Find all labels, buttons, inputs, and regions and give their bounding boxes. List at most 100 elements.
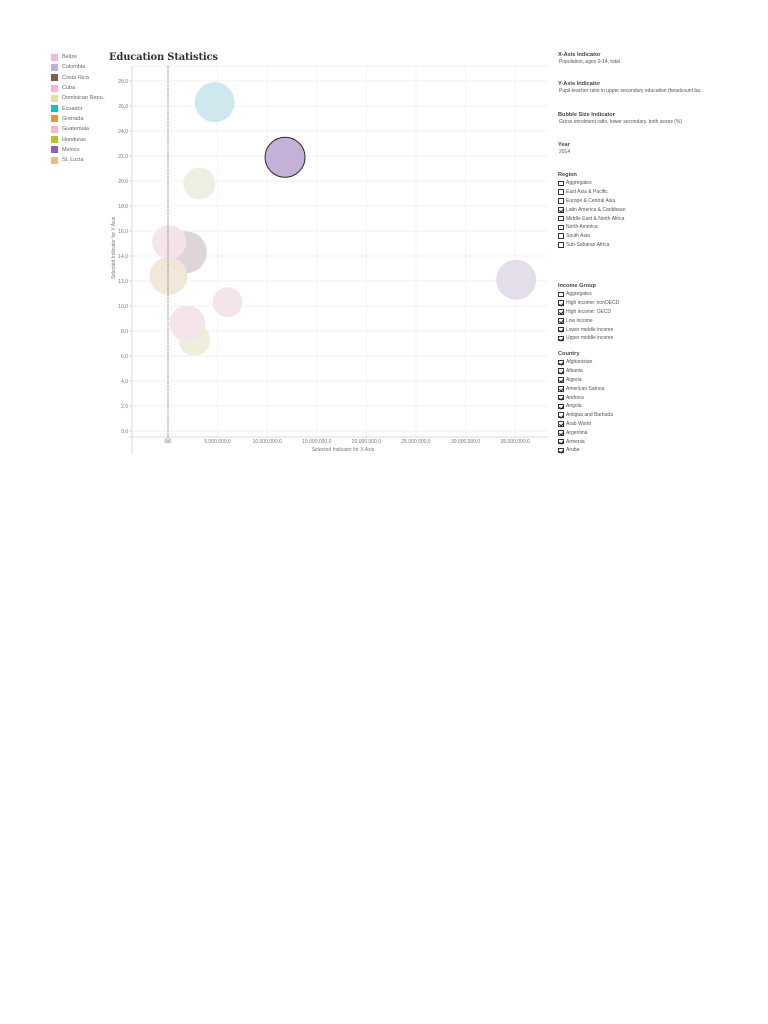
country-option[interactable]: Aruba (558, 446, 613, 455)
legend-item[interactable]: Grenada (51, 114, 106, 124)
checkbox-checked-icon[interactable] (558, 207, 564, 213)
income-option[interactable]: Upper middle income (558, 334, 619, 343)
income-option[interactable]: Lower middle income (558, 325, 619, 334)
checkbox-checked-icon[interactable] (558, 300, 564, 306)
checkbox-checked-icon[interactable] (558, 430, 564, 436)
checkbox-checked-icon[interactable] (558, 318, 564, 324)
region-option[interactable]: East Asia & Pacific (558, 188, 625, 197)
legend-item[interactable]: Honduras (51, 134, 106, 144)
country-option[interactable]: Arab World (558, 420, 613, 429)
checkbox-unchecked-icon[interactable] (558, 224, 564, 231)
checkbox-checked-icon[interactable] (558, 359, 564, 366)
checkbox-checked-icon[interactable] (558, 412, 564, 418)
checkbox-checked-icon[interactable] (558, 403, 564, 410)
checkbox-unchecked-icon[interactable] (558, 242, 564, 248)
income-group-heading: Income Group (558, 283, 596, 289)
y-axis-indicator-section[interactable]: Y-Axis Indicator Pupil-teacher ratio in … (558, 81, 703, 94)
chart-title: Education Statistics (109, 52, 218, 63)
country-option[interactable]: Argentina (558, 428, 613, 437)
country-option[interactable]: Andorra (558, 393, 613, 402)
country-option-label: Albania (566, 368, 583, 375)
country-option-label: Arab World (566, 420, 591, 427)
bubble-chart[interactable]: 0,0 2,0 4,0 6,0 8,0 10,0 12,0 14,0 16,0 18,0 20,0 2… (0, 0, 768, 470)
country-option[interactable]: Albania (558, 367, 613, 376)
region-option-label: Aggregates (566, 180, 592, 187)
checkbox-unchecked-icon[interactable] (558, 189, 564, 195)
checkbox-checked-icon[interactable] (558, 438, 564, 445)
year-section[interactable]: Year 2014 (558, 142, 570, 155)
legend-item[interactable]: Colombia (51, 62, 106, 72)
income-option[interactable]: High income: OECD (558, 308, 619, 317)
legend-item[interactable]: Ecuador (51, 103, 106, 113)
checkbox-unchecked-icon[interactable] (558, 215, 564, 222)
legend-label: Ecuador (62, 105, 83, 112)
country-option[interactable]: American Samoa (558, 384, 613, 393)
region-option[interactable]: Europe & Central Asia (558, 197, 625, 206)
checkbox-unchecked-icon[interactable] (558, 180, 564, 187)
y-tick-label: 6,0 (121, 354, 128, 360)
bubble-ecuador[interactable] (194, 82, 235, 123)
legend-item[interactable]: Cuba (51, 83, 106, 93)
legend-label: Costa Rica (62, 74, 89, 81)
checkbox-checked-icon[interactable] (558, 447, 564, 454)
legend-item[interactable]: Dominican Repu.. (51, 93, 106, 103)
bubble-mexico[interactable] (264, 136, 306, 178)
y-tick-label: 4,0 (121, 379, 128, 385)
income-option-label: High income: nonOECD (566, 300, 620, 307)
country-option[interactable]: Afghanistan (558, 358, 613, 367)
legend-swatch-icon (51, 125, 58, 133)
x-axis-indicator-value[interactable]: Population, ages 0-14, total (559, 59, 620, 65)
checkbox-unchecked-icon[interactable] (558, 198, 564, 204)
checkbox-checked-icon[interactable] (558, 368, 564, 374)
legend-item[interactable]: Guatemala (51, 124, 106, 134)
income-option-label: Aggregates (566, 291, 592, 298)
legend-item[interactable]: St. Lucia (51, 155, 106, 165)
bubble-belize[interactable] (152, 225, 187, 260)
region-option-label: East Asia & Pacific (566, 189, 608, 196)
region-option[interactable]: Sub-Saharan Africa (558, 241, 625, 250)
region-option[interactable]: South Asia (558, 232, 625, 241)
country-option[interactable]: Armenia (558, 437, 613, 446)
region-option[interactable]: North America (558, 223, 625, 232)
region-option[interactable]: Middle East & North Africa (558, 214, 625, 223)
region-option[interactable]: Latin America & Caribbean (558, 205, 625, 214)
y-axis-indicator-value[interactable]: Pupil-teacher ratio in upper secondary e… (559, 88, 703, 94)
legend-item[interactable]: Belize (51, 52, 106, 62)
checkbox-checked-icon[interactable] (558, 377, 564, 383)
country-option-label: Argentina (566, 429, 588, 436)
country-filter: Country Afghanistan Albania Algeria America… (558, 351, 613, 455)
checkbox-checked-icon[interactable] (558, 394, 564, 401)
x-axis-indicator-section[interactable]: X-Axis Indicator Population, ages 0-14, … (558, 52, 620, 65)
checkbox-unchecked-icon[interactable] (558, 233, 564, 239)
bubble-grenada[interactable] (169, 305, 206, 342)
checkbox-checked-icon[interactable] (558, 386, 564, 392)
bubble-guatemala[interactable] (212, 287, 243, 318)
y-axis-indicator-heading: Y-Axis Indicator (558, 81, 601, 87)
checkbox-checked-icon[interactable] (558, 309, 564, 315)
country-option[interactable]: Angola (558, 402, 613, 411)
bubble-size-indicator-section[interactable]: Bubble Size Indicator Gross enrolment ra… (558, 112, 682, 125)
region-option-label: Europe & Central Asia (566, 197, 616, 204)
region-option-label: Latin America & Caribbean (566, 206, 626, 213)
country-option[interactable]: Antigua and Barbuda (558, 411, 613, 420)
bubble-dominican-republic[interactable] (183, 167, 216, 200)
country-option-label: Algeria (566, 376, 582, 383)
legend-item[interactable]: Mexico (51, 145, 106, 155)
income-option[interactable]: Aggregates (558, 290, 619, 299)
region-option[interactable]: Aggregates (558, 179, 625, 188)
income-option-label: Upper middle income (566, 335, 614, 342)
legend-label: Guatemala (62, 126, 89, 133)
checkbox-checked-icon[interactable] (558, 421, 564, 427)
region-heading: Region (558, 172, 577, 178)
income-option[interactable]: Low income (558, 316, 619, 325)
year-value[interactable]: 2014 (559, 149, 571, 155)
income-option[interactable]: High income: nonOECD (558, 299, 619, 308)
country-option[interactable]: Algeria (558, 376, 613, 385)
checkbox-checked-icon[interactable] (558, 326, 564, 333)
bubble-colombia[interactable] (496, 259, 537, 300)
checkbox-unchecked-icon[interactable] (558, 291, 564, 298)
checkbox-checked-icon[interactable] (558, 335, 564, 342)
color-legend: Belize Colombia Costa Rica Cuba Dominican Re… (51, 52, 106, 165)
bubble-size-indicator-value[interactable]: Gross enrolment ratio, lower secondary, … (559, 119, 683, 125)
legend-item[interactable]: Costa Rica (51, 73, 106, 83)
